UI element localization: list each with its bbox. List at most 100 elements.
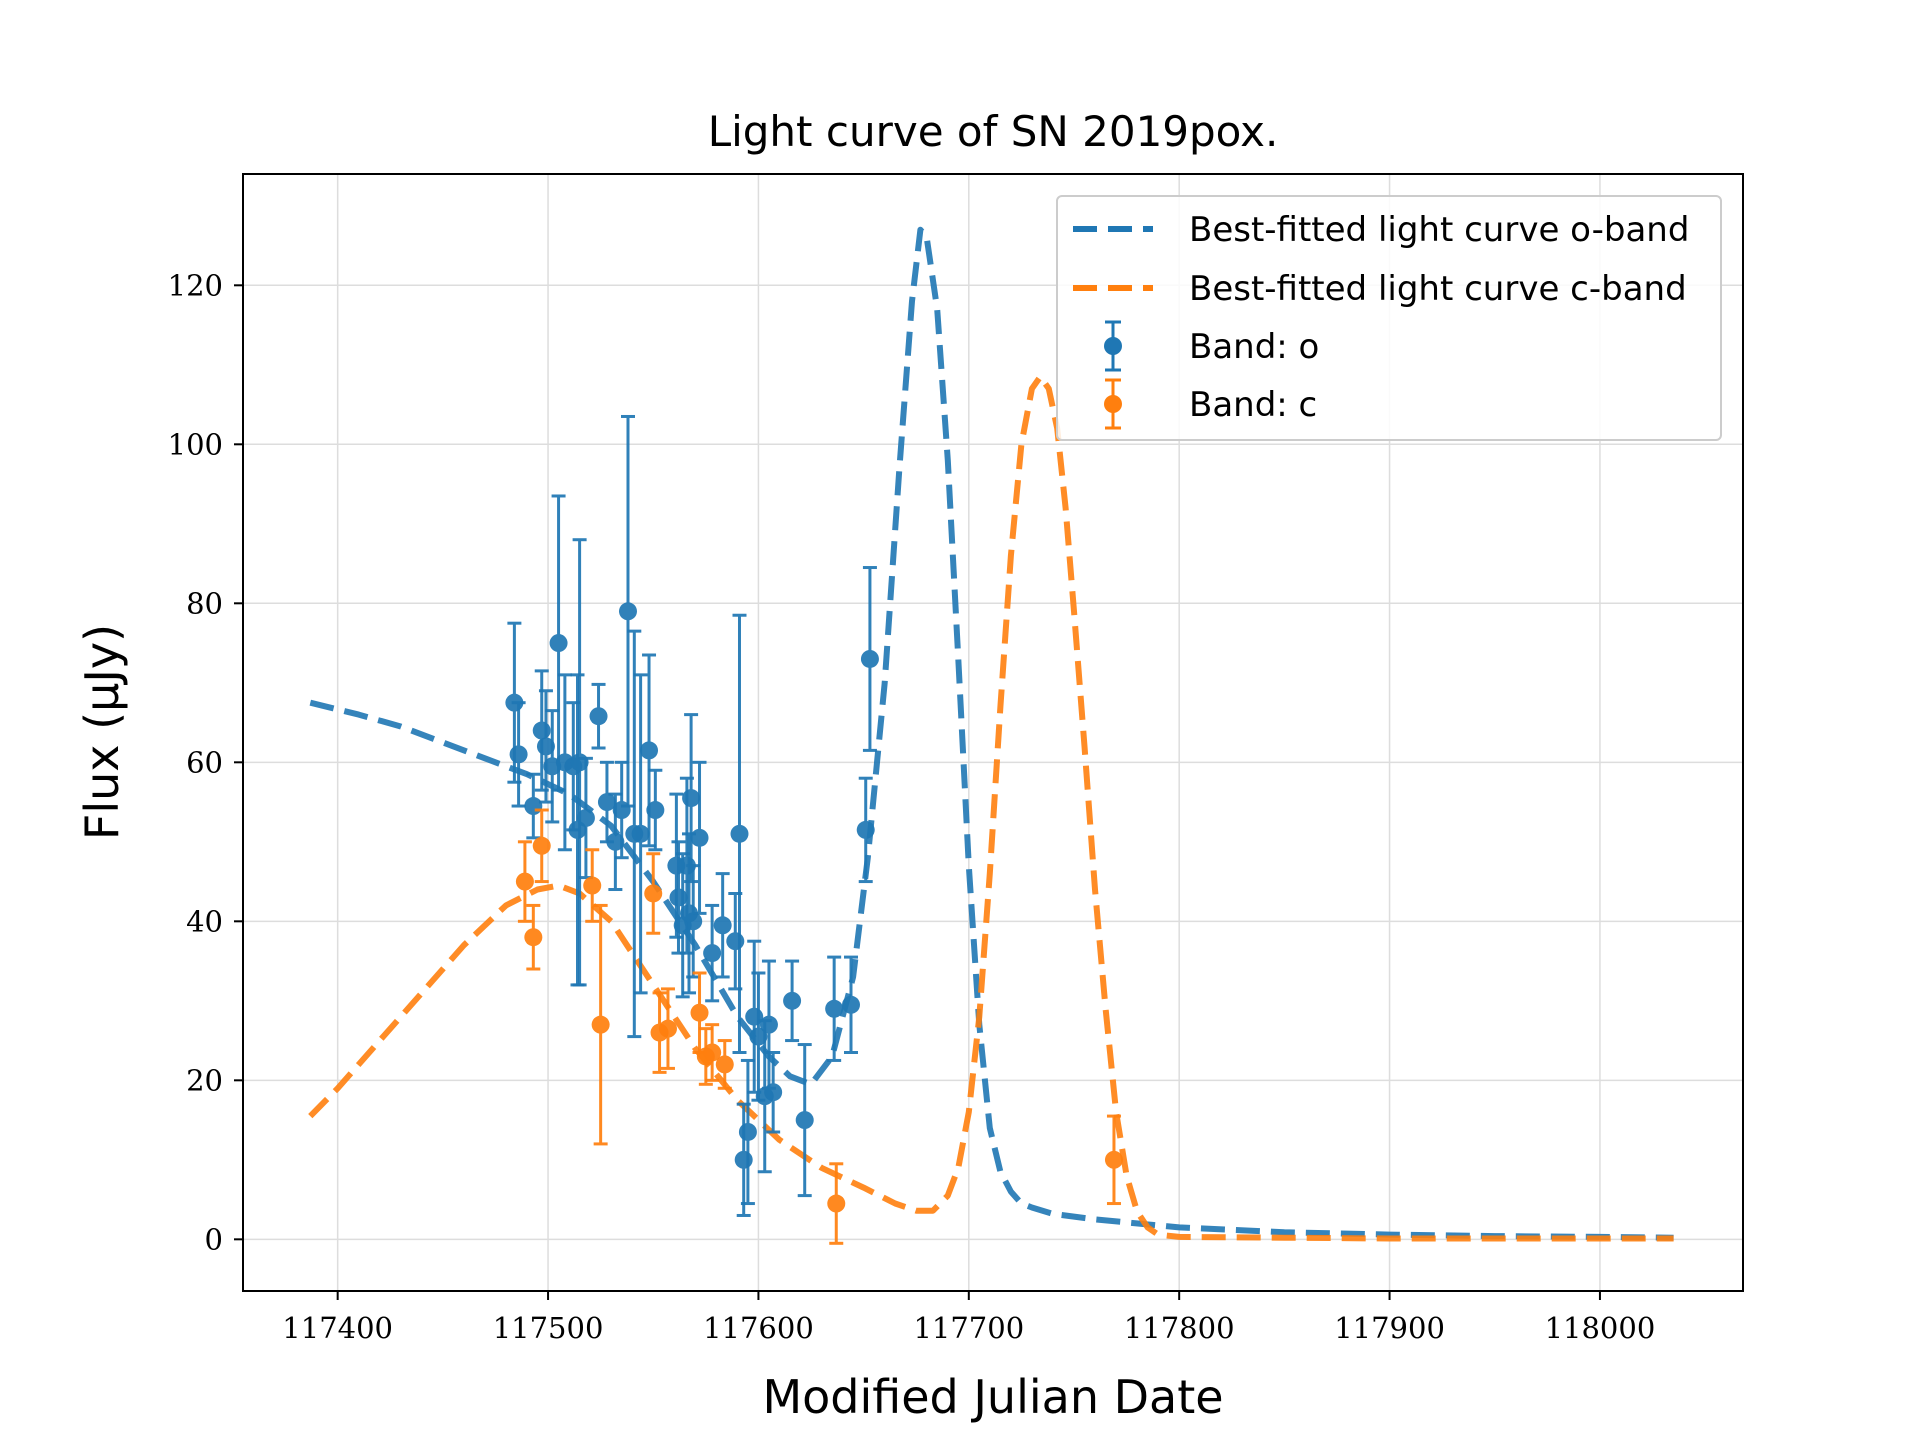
x-axis-label: Modified Julian Date [762, 1370, 1223, 1424]
data-point-o [738, 1058, 757, 1206]
point-marker-o [646, 801, 665, 820]
x-tick-label: 117600 [703, 1311, 814, 1345]
point-marker-c [524, 928, 543, 947]
point-marker-o [682, 789, 701, 808]
data-point-o [841, 955, 860, 1054]
data-point-o [618, 414, 637, 808]
data-point-o [597, 760, 616, 844]
data-point-o [684, 864, 703, 979]
plot-area [308, 226, 1674, 1245]
point-marker-o [726, 932, 745, 951]
data-point-c [524, 903, 543, 971]
fit-lines-layer [308, 226, 1674, 1242]
y-tick-label: 40 [186, 904, 223, 938]
data-point-o [783, 959, 802, 1043]
legend-label-o-data: Band: o [1189, 327, 1319, 367]
x-tick-label: 117800 [1124, 1311, 1235, 1345]
point-marker-o [532, 721, 551, 740]
point-marker-o [618, 602, 637, 621]
point-marker-o [734, 1150, 753, 1169]
point-marker-c [703, 1043, 722, 1062]
data-point-o [860, 566, 879, 752]
y-tick-label: 20 [186, 1063, 223, 1097]
data-point-o [795, 1043, 814, 1198]
data-point-o [713, 872, 732, 979]
point-marker-o [703, 944, 722, 963]
y-tick-label: 80 [186, 586, 223, 620]
data-point-c [703, 1023, 722, 1082]
x-axis-ticks: 117400 117500 117600 117700 117800 117900 1180… [282, 1291, 1655, 1345]
point-marker-c [715, 1055, 734, 1074]
point-marker-o [589, 707, 608, 726]
point-marker-o [690, 828, 709, 847]
data-point-o [690, 760, 709, 915]
legend-c-marker [1104, 378, 1122, 430]
point-marker-o [524, 797, 543, 816]
y-tick-label: 100 [168, 427, 223, 461]
data-point-o [589, 682, 608, 750]
data-point-c [644, 852, 663, 935]
data-point-o [631, 673, 650, 995]
point-marker-o [606, 832, 625, 851]
data-point-c [591, 903, 610, 1146]
point-marker-o [749, 1027, 768, 1046]
point-marker-o [536, 737, 555, 756]
data-point-o [703, 903, 722, 1003]
data-point-o [682, 713, 701, 884]
legend-label-c-fit: Best-fitted light curve c-band [1189, 269, 1687, 309]
point-marker-o [597, 793, 616, 812]
point-marker-c [583, 876, 602, 895]
y-tick-label: 0 [205, 1222, 223, 1256]
point-marker-o [640, 741, 659, 760]
data-point-c [1104, 1114, 1123, 1206]
data-point-o [764, 1050, 783, 1134]
legend-label-o-fit: Best-fitted light curve o-band [1189, 210, 1689, 250]
point-marker-c [1104, 1150, 1123, 1169]
point-marker-o [759, 1015, 778, 1034]
point-marker-c [591, 1015, 610, 1034]
point-marker-c [515, 872, 534, 891]
point-marker-o [738, 1122, 757, 1141]
data-point-o [730, 613, 749, 1054]
fit-line-o [309, 226, 1674, 1241]
legend-label-c-data: Band: c [1189, 385, 1317, 425]
data-point-o [856, 776, 875, 884]
point-marker-c [658, 1019, 677, 1038]
plot-frame [242, 173, 1744, 1292]
legend-box [1056, 195, 1722, 441]
point-marker-o [795, 1111, 814, 1130]
point-marker-o [841, 995, 860, 1014]
x-tick-label: 118000 [1545, 1311, 1656, 1345]
point-marker-c [644, 884, 663, 903]
x-tick-label: 117400 [282, 1311, 393, 1345]
data-point-o [509, 701, 528, 808]
x-tick-label: 117700 [913, 1311, 1024, 1345]
data-point-c [532, 808, 551, 884]
point-marker-o [856, 820, 875, 839]
point-marker-o [783, 991, 802, 1010]
point-marker-c [827, 1194, 846, 1213]
x-tick-label: 117900 [1334, 1311, 1445, 1345]
data-point-c [515, 840, 534, 923]
data-point-o [646, 768, 665, 852]
point-marker-o [549, 634, 568, 653]
point-marker-o [684, 912, 703, 931]
data-point-o [825, 955, 844, 1062]
data-point-o [549, 494, 568, 792]
legend-o-marker [1104, 320, 1122, 372]
fit-line-c [308, 373, 1674, 1242]
y-axis-label: Flux (μJy) [75, 624, 129, 840]
grid-layer [243, 174, 1743, 1291]
y-tick-label: 60 [186, 745, 223, 779]
data-point-c [658, 987, 677, 1070]
legend: Best-fitted light curve o-band Best-fitt… [1056, 195, 1722, 441]
point-marker-o [730, 824, 749, 843]
x-tick-label: 117500 [493, 1311, 604, 1345]
point-marker-o [631, 824, 650, 843]
data-point-c [715, 1039, 734, 1090]
data-point-c [827, 1162, 846, 1245]
point-marker-c [532, 836, 551, 855]
data-point-c [583, 848, 602, 923]
y-axis-ticks: 0 20 40 60 80 100 120 [168, 268, 243, 1256]
